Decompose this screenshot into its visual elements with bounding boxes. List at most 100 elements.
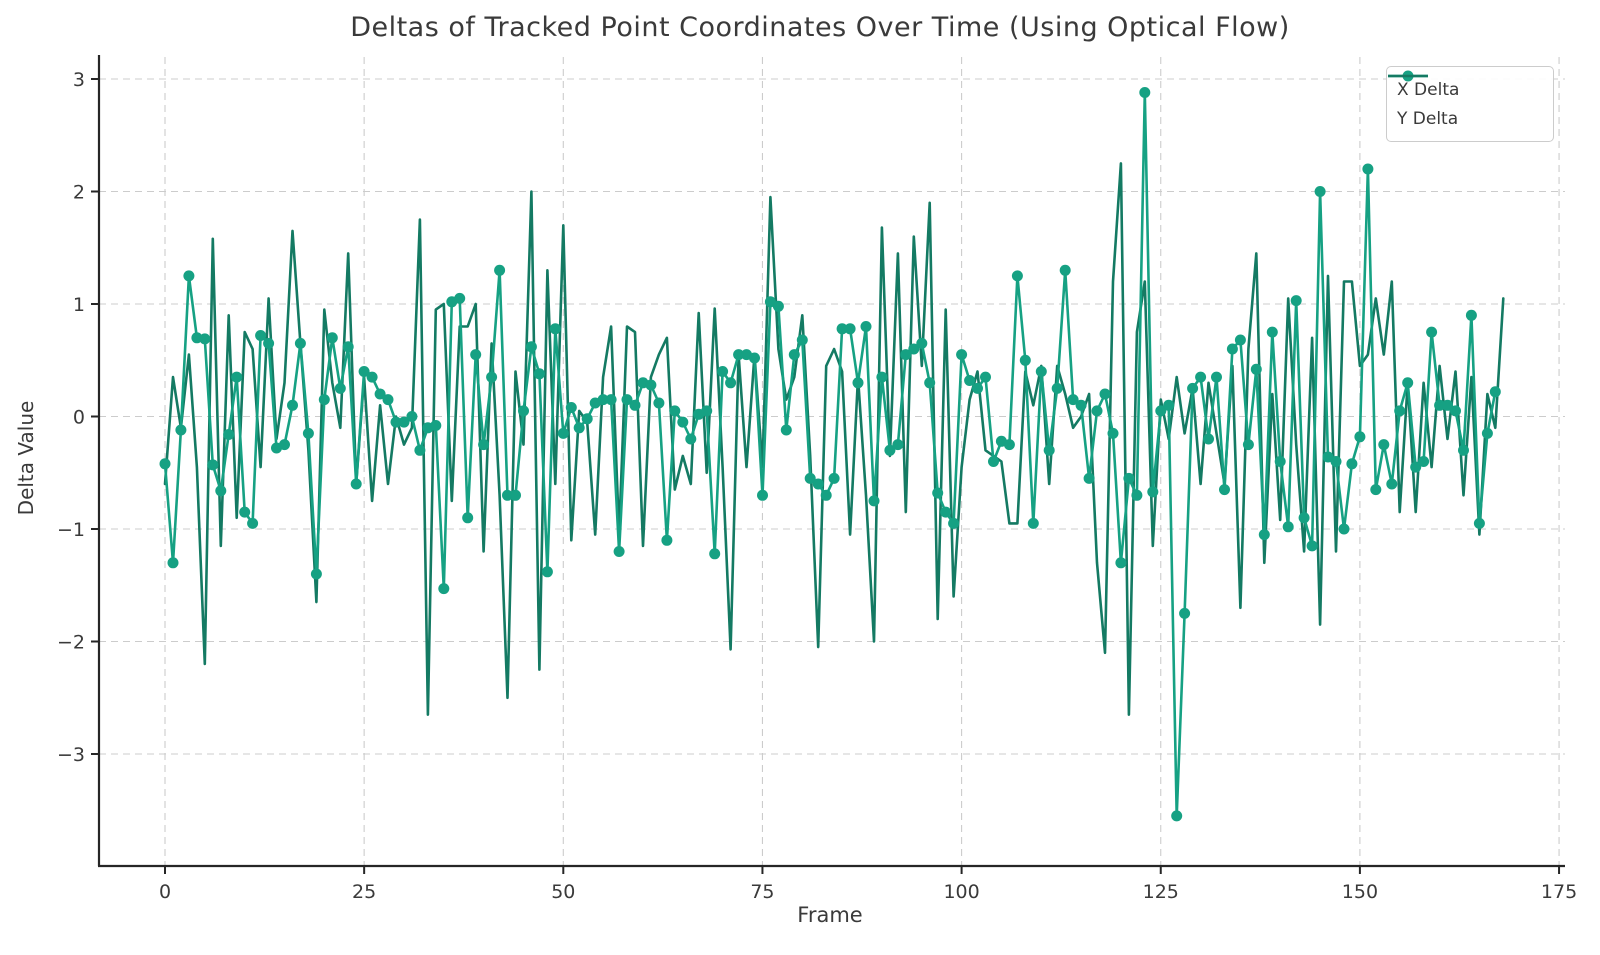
x-delta-marker	[247, 517, 259, 529]
x-delta-marker	[1035, 366, 1047, 377]
data-series	[159, 87, 1505, 822]
x-delta-marker	[167, 557, 179, 569]
x-delta-marker	[518, 405, 529, 417]
x-delta-marker	[868, 495, 880, 507]
x-delta-marker	[669, 405, 681, 417]
x-delta-marker	[1027, 517, 1039, 529]
x-delta-marker	[565, 402, 577, 413]
x-delta-marker	[605, 394, 617, 406]
x-delta-marker	[175, 424, 187, 436]
x-delta-marker	[199, 333, 211, 345]
x-delta-marker	[733, 349, 745, 361]
x-delta-marker	[1107, 427, 1119, 439]
x-delta-marker	[398, 416, 410, 428]
x-delta-marker	[1115, 557, 1127, 569]
x-delta-marker	[1402, 377, 1414, 389]
x-delta-marker	[310, 568, 322, 580]
x-delta-marker	[956, 349, 968, 361]
x-delta-marker	[1011, 270, 1023, 282]
x-delta-marker	[1370, 484, 1382, 496]
x-delta-marker	[525, 341, 537, 353]
x-delta-marker	[653, 397, 665, 409]
x-delta-marker	[948, 517, 960, 529]
x-delta-marker	[1242, 439, 1254, 451]
x-delta-marker	[374, 388, 386, 400]
x-delta-marker	[581, 413, 593, 425]
x-delta-marker	[1290, 295, 1302, 307]
x-delta-marker	[677, 416, 689, 428]
x-delta-marker	[406, 411, 418, 422]
x-delta-marker	[223, 429, 235, 440]
x-delta-marker	[1338, 523, 1350, 535]
x-delta-marker	[1298, 512, 1310, 524]
x-delta-marker	[1147, 486, 1159, 498]
x-delta-marker	[1234, 334, 1246, 346]
x-delta-marker	[1258, 529, 1270, 541]
y-delta-line	[163, 162, 1505, 716]
x-delta-marker	[302, 427, 314, 439]
x-delta-marker	[1354, 431, 1366, 443]
x-delta-marker	[1179, 607, 1191, 619]
x-delta-marker	[836, 323, 848, 335]
x-delta-marker	[924, 377, 936, 389]
x-delta-marker	[860, 321, 872, 332]
x-delta-marker	[892, 439, 904, 451]
legend-box[interactable]: X Delta Y Delta	[1386, 66, 1554, 142]
x-delta-marker	[1442, 399, 1453, 411]
x-delta-marker	[334, 382, 346, 394]
grid-lines	[99, 57, 1565, 866]
x-delta-marker	[764, 296, 776, 308]
x-delta-marker	[1123, 472, 1135, 484]
x-delta-marker	[725, 377, 737, 389]
x-tick-label: 25	[352, 881, 376, 903]
x-delta-marker	[804, 472, 816, 484]
x-tick-label: 100	[943, 881, 979, 903]
x-delta-marker	[231, 371, 243, 383]
y-tick-label: 3	[73, 69, 85, 91]
x-delta-marker	[964, 375, 976, 386]
legend-item-y-delta[interactable]: Y Delta	[1388, 74, 1543, 133]
x-delta-marker	[1282, 521, 1294, 533]
x-axis-label: Frame	[797, 903, 863, 927]
x-delta-marker	[1314, 186, 1326, 197]
x-tick-label: 75	[750, 881, 774, 903]
x-delta-marker	[1330, 456, 1342, 467]
x-delta-marker	[1473, 517, 1485, 529]
x-delta-marker	[1083, 472, 1095, 484]
x-delta-marker	[342, 341, 354, 353]
x-delta-marker	[183, 270, 195, 282]
y-tick-label: 1	[73, 294, 85, 316]
y-tick-label: −2	[57, 632, 85, 654]
x-delta-marker	[494, 264, 506, 276]
x-delta-marker	[541, 566, 553, 578]
x-delta-marker	[430, 420, 442, 431]
x-delta-marker	[1394, 405, 1406, 417]
x-delta-marker	[1139, 87, 1151, 98]
x-delta-marker	[454, 292, 466, 304]
x-delta-marker	[1306, 540, 1318, 552]
x-delta-marker	[788, 349, 800, 361]
x-delta-marker	[1163, 399, 1175, 411]
x-delta-marker	[661, 534, 673, 546]
x-delta-marker	[366, 371, 378, 383]
x-delta-marker	[1322, 451, 1334, 463]
x-delta-marker	[884, 444, 896, 456]
x-delta-marker	[772, 300, 784, 312]
x-delta-marker	[1155, 405, 1167, 417]
x-delta-marker	[1266, 326, 1278, 338]
x-delta-marker	[318, 394, 330, 406]
y-tick-label: 0	[73, 407, 85, 429]
y-tick-label: −3	[57, 744, 85, 766]
x-delta-marker	[350, 478, 362, 490]
chart-title: Deltas of Tracked Point Coordinates Over…	[350, 12, 1290, 43]
x-delta-marker	[597, 394, 609, 406]
x-delta-marker	[263, 337, 275, 349]
x-delta-marker	[932, 487, 944, 499]
x-delta-marker	[828, 472, 840, 484]
x-delta-marker	[1426, 326, 1438, 338]
x-delta-marker	[876, 371, 888, 383]
x-delta-marker	[812, 478, 824, 490]
x-delta-marker	[239, 506, 251, 518]
axis-ticks	[91, 78, 1561, 874]
x-tick-label: 150	[1342, 881, 1378, 903]
